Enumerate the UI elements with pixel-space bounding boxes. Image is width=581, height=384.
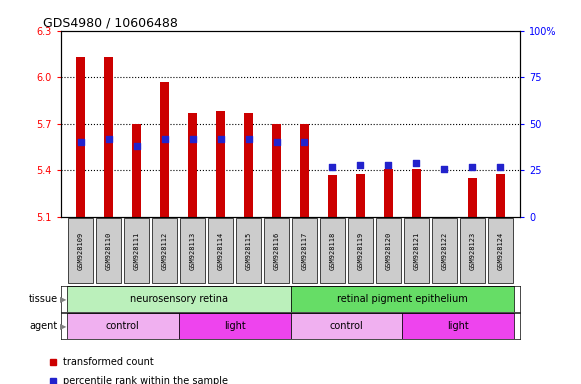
Bar (468, 178, 478, 217)
Bar (160, 82, 170, 217)
Bar (271, 124, 281, 217)
FancyBboxPatch shape (488, 218, 513, 283)
Text: GSM928122: GSM928122 (442, 232, 447, 270)
Text: control: control (329, 321, 363, 331)
Text: GDS4980 / 10606488: GDS4980 / 10606488 (42, 17, 178, 30)
Text: GSM928114: GSM928114 (217, 232, 224, 270)
Text: agent: agent (30, 321, 58, 331)
Text: GSM928120: GSM928120 (385, 232, 392, 270)
Point (160, 136, 169, 142)
FancyBboxPatch shape (290, 286, 514, 312)
Bar (328, 175, 338, 217)
FancyBboxPatch shape (376, 218, 401, 283)
Text: GSM928116: GSM928116 (274, 232, 279, 270)
Text: ▶: ▶ (60, 322, 67, 331)
FancyBboxPatch shape (292, 218, 317, 283)
Point (440, 166, 449, 172)
Text: GSM928119: GSM928119 (357, 232, 364, 270)
FancyBboxPatch shape (290, 313, 403, 339)
FancyBboxPatch shape (180, 218, 205, 283)
Text: GSM928112: GSM928112 (162, 232, 167, 270)
Text: neurosensory retina: neurosensory retina (130, 294, 228, 304)
Text: GSM928109: GSM928109 (78, 232, 84, 270)
FancyBboxPatch shape (67, 286, 290, 312)
FancyBboxPatch shape (67, 313, 178, 339)
FancyBboxPatch shape (432, 218, 457, 283)
Text: GSM928121: GSM928121 (414, 232, 419, 270)
Bar (76, 57, 85, 217)
Point (496, 164, 505, 170)
Text: light: light (447, 321, 469, 331)
Point (216, 136, 225, 142)
Point (300, 139, 309, 146)
FancyBboxPatch shape (96, 218, 121, 283)
Text: GSM928110: GSM928110 (106, 232, 112, 270)
Bar (216, 111, 225, 217)
FancyBboxPatch shape (460, 218, 485, 283)
Text: percentile rank within the sample: percentile rank within the sample (63, 376, 228, 384)
FancyBboxPatch shape (264, 218, 289, 283)
Point (76, 139, 85, 146)
Text: GSM928124: GSM928124 (497, 232, 503, 270)
FancyBboxPatch shape (68, 218, 93, 283)
Bar (243, 113, 253, 217)
FancyBboxPatch shape (124, 218, 149, 283)
Point (356, 162, 365, 168)
Text: GSM928111: GSM928111 (134, 232, 139, 270)
Bar (411, 169, 421, 217)
FancyBboxPatch shape (208, 218, 233, 283)
Point (384, 162, 393, 168)
FancyBboxPatch shape (320, 218, 345, 283)
FancyBboxPatch shape (403, 313, 514, 339)
Bar (383, 169, 393, 217)
FancyBboxPatch shape (178, 313, 290, 339)
Bar (496, 174, 505, 217)
Text: transformed count: transformed count (63, 357, 154, 367)
Bar (356, 174, 365, 217)
Point (104, 136, 113, 142)
Text: control: control (106, 321, 139, 331)
Bar (132, 124, 141, 217)
Text: light: light (224, 321, 245, 331)
FancyBboxPatch shape (236, 218, 261, 283)
Bar (300, 124, 310, 217)
Bar (188, 113, 198, 217)
Text: retinal pigment epithelium: retinal pigment epithelium (337, 294, 468, 304)
Point (244, 136, 253, 142)
FancyBboxPatch shape (348, 218, 373, 283)
Point (412, 160, 421, 166)
Point (188, 136, 197, 142)
Text: tissue: tissue (29, 294, 58, 304)
FancyBboxPatch shape (404, 218, 429, 283)
Text: GSM928115: GSM928115 (246, 232, 252, 270)
Text: GSM928118: GSM928118 (329, 232, 335, 270)
Text: GSM928123: GSM928123 (469, 232, 475, 270)
Point (468, 164, 477, 170)
Text: GSM928117: GSM928117 (302, 232, 307, 270)
Bar (103, 57, 113, 217)
Point (272, 139, 281, 146)
Point (132, 143, 141, 149)
Text: GSM928113: GSM928113 (189, 232, 196, 270)
Point (328, 164, 337, 170)
Text: ▶: ▶ (60, 295, 67, 304)
FancyBboxPatch shape (152, 218, 177, 283)
